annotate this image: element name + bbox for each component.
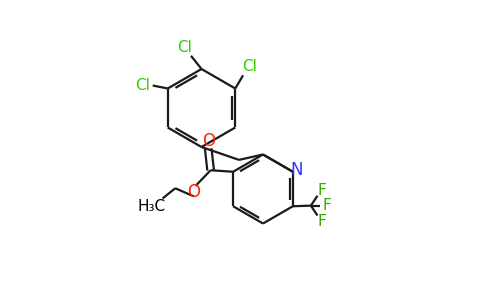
Text: O: O [187, 183, 200, 202]
Text: O: O [202, 132, 215, 150]
Text: N: N [290, 161, 302, 179]
Text: Cl: Cl [242, 59, 257, 74]
Text: H₃C: H₃C [138, 199, 166, 214]
Text: F: F [318, 182, 327, 197]
Text: F: F [318, 214, 327, 229]
Text: Cl: Cl [178, 40, 193, 55]
Text: Cl: Cl [135, 78, 150, 93]
Text: F: F [322, 198, 331, 213]
